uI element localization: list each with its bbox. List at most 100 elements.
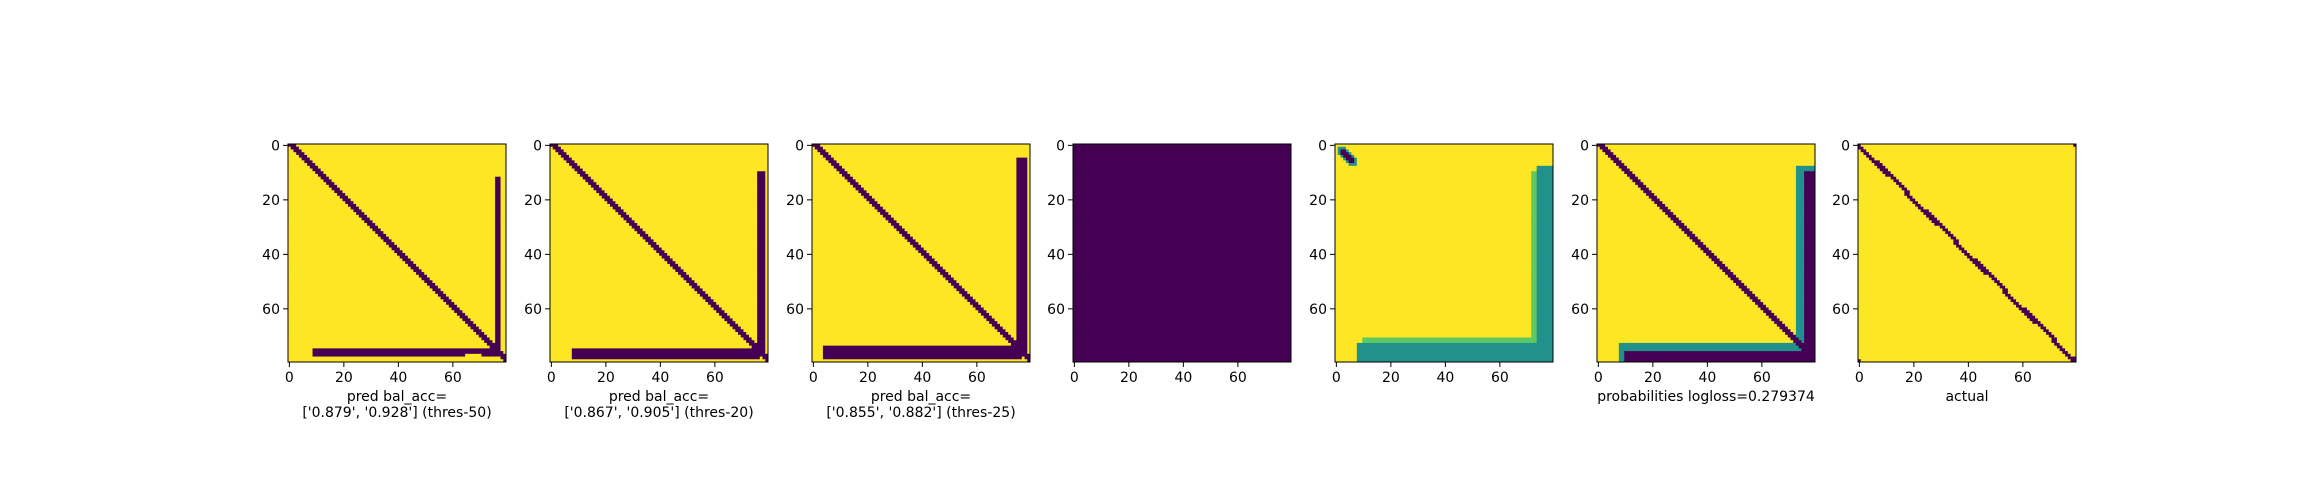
heatmap-cell-run	[612, 206, 622, 210]
heatmap-cell-run	[1804, 258, 1816, 262]
heatmap-cell-run	[1027, 250, 1031, 254]
heatmap-cell-run	[550, 315, 723, 319]
heatmap-cell-run	[1531, 193, 1537, 197]
heatmap-cell-run	[648, 233, 758, 237]
heatmap-cell-run	[356, 203, 496, 208]
heatmap-cell-run	[967, 291, 1017, 295]
heatmap-cell-run	[435, 282, 496, 287]
y-tick-label: 20	[1047, 193, 1065, 209]
heatmap-cell-run	[500, 342, 507, 346]
heatmap-cell-run	[1858, 187, 1902, 191]
heatmap-cell-run	[1016, 225, 1028, 229]
heatmap-cell-run	[394, 250, 403, 254]
heatmap-cell-run	[716, 310, 725, 314]
heatmap-cell-run	[1858, 244, 1957, 248]
heatmap-cell-run	[757, 233, 766, 237]
heatmap-cell-run	[1536, 326, 1554, 330]
heatmap-cell-run	[1536, 285, 1554, 289]
heatmap-cell-run	[912, 244, 922, 248]
heatmap-cell-run	[2032, 312, 2077, 317]
heatmap-cell-run	[822, 353, 1031, 357]
heatmap-cell-run	[569, 154, 769, 158]
heatmap-cell-run	[1335, 351, 1358, 355]
heatmap-cell-run	[1597, 293, 1748, 297]
heatmap-cell-run	[1804, 293, 1816, 297]
heatmap-cell-run	[1858, 212, 1924, 216]
heatmap-cell-run	[765, 359, 769, 363]
heatmap-cell-run	[1027, 198, 1031, 202]
heatmap-cell-run	[500, 261, 507, 265]
heatmap-cell-run	[1860, 359, 2071, 363]
heatmap-cell-run	[1755, 302, 1764, 306]
heatmap-cell-run	[844, 176, 854, 180]
heatmap-cell-run	[1531, 247, 1537, 251]
heatmap-cell-run	[1335, 182, 1532, 186]
heatmap-cell-run	[953, 285, 963, 289]
heatmap-cell-run	[1939, 225, 1946, 229]
heatmap-cell-run	[1858, 312, 2025, 317]
heatmap-cell-run	[558, 152, 567, 156]
heatmap-cell-run	[1673, 212, 1797, 216]
heatmap-cell-run	[618, 203, 758, 208]
heatmap-cell-run	[550, 187, 594, 191]
heatmap-cell-run	[1741, 288, 1750, 292]
heatmap-cell-run	[746, 332, 758, 336]
heatmap-cell-run	[1804, 190, 1816, 194]
heatmap-cell-run	[967, 299, 976, 303]
heatmap-cell-run	[1027, 190, 1031, 194]
heatmap-cell-run	[1804, 312, 1816, 317]
heatmap-cell-run	[1536, 244, 1554, 248]
heatmap-cell-run	[757, 223, 766, 227]
heatmap-cell-run	[1073, 242, 1292, 246]
heatmap-cell-run	[1624, 163, 1816, 167]
heatmap-cell-run	[1016, 223, 1028, 227]
heatmap-cell-run	[432, 288, 441, 292]
heatmap-cell-run	[1597, 171, 1625, 175]
heatmap-cell-run	[1073, 263, 1292, 267]
heatmap-cell-run	[1016, 193, 1028, 197]
heatmap-cell-run	[1536, 171, 1554, 175]
heatmap-cell-run	[1858, 239, 1954, 243]
heatmap-cell-run	[288, 296, 441, 300]
heatmap-cell-run	[315, 163, 507, 167]
heatmap-cell-run	[550, 206, 614, 210]
heatmap-cell-run	[1536, 318, 1554, 322]
heatmap-cell-run	[1858, 242, 1954, 246]
heatmap-cell-run	[1695, 242, 1704, 246]
heatmap-cell-run	[288, 198, 343, 202]
heatmap-cell-run	[288, 261, 406, 265]
heatmap-cell-run	[822, 345, 1028, 349]
heatmap-cell-run	[312, 353, 466, 357]
y-tick-label: 60	[524, 302, 542, 318]
heatmap-cell-run	[550, 255, 663, 259]
heatmap-cell-run	[639, 225, 758, 229]
heatmap-cell-run	[1335, 231, 1532, 235]
heatmap-cell-run	[416, 272, 425, 276]
heatmap-cell-run	[1804, 302, 1816, 306]
heatmap-cell-run	[288, 263, 409, 267]
heatmap-cell-run	[874, 206, 884, 210]
heatmap-cell-run	[1016, 299, 1028, 303]
heatmap-cell-run	[288, 274, 420, 278]
heatmap-cell-run	[1597, 277, 1731, 281]
heatmap-cell-run	[1858, 304, 2017, 308]
heatmap-cell-run	[1335, 149, 1339, 153]
heatmap-cell-run	[1356, 342, 1554, 346]
heatmap-cell-run	[391, 247, 401, 251]
heatmap-cell-run	[503, 359, 507, 363]
heatmap-cell-run	[1858, 236, 1951, 240]
heatmap-cell-run	[1858, 342, 2055, 346]
heatmap-cell-run	[1531, 323, 1537, 327]
heatmap-cell-run	[1073, 302, 1292, 306]
heatmap-cell-run	[1804, 334, 1816, 338]
heatmap-cell-run	[1771, 310, 1797, 314]
heatmap-cell-run	[1795, 263, 1805, 267]
heatmap-cell-run	[1858, 299, 2011, 303]
heatmap-cell-run	[1896, 182, 1902, 186]
heatmap-cell-run	[500, 239, 507, 243]
heatmap-cell-run	[746, 340, 755, 344]
x-tick-label: 40	[913, 370, 931, 386]
heatmap-cell-run	[866, 198, 876, 202]
heatmap-cell-run	[345, 201, 354, 205]
